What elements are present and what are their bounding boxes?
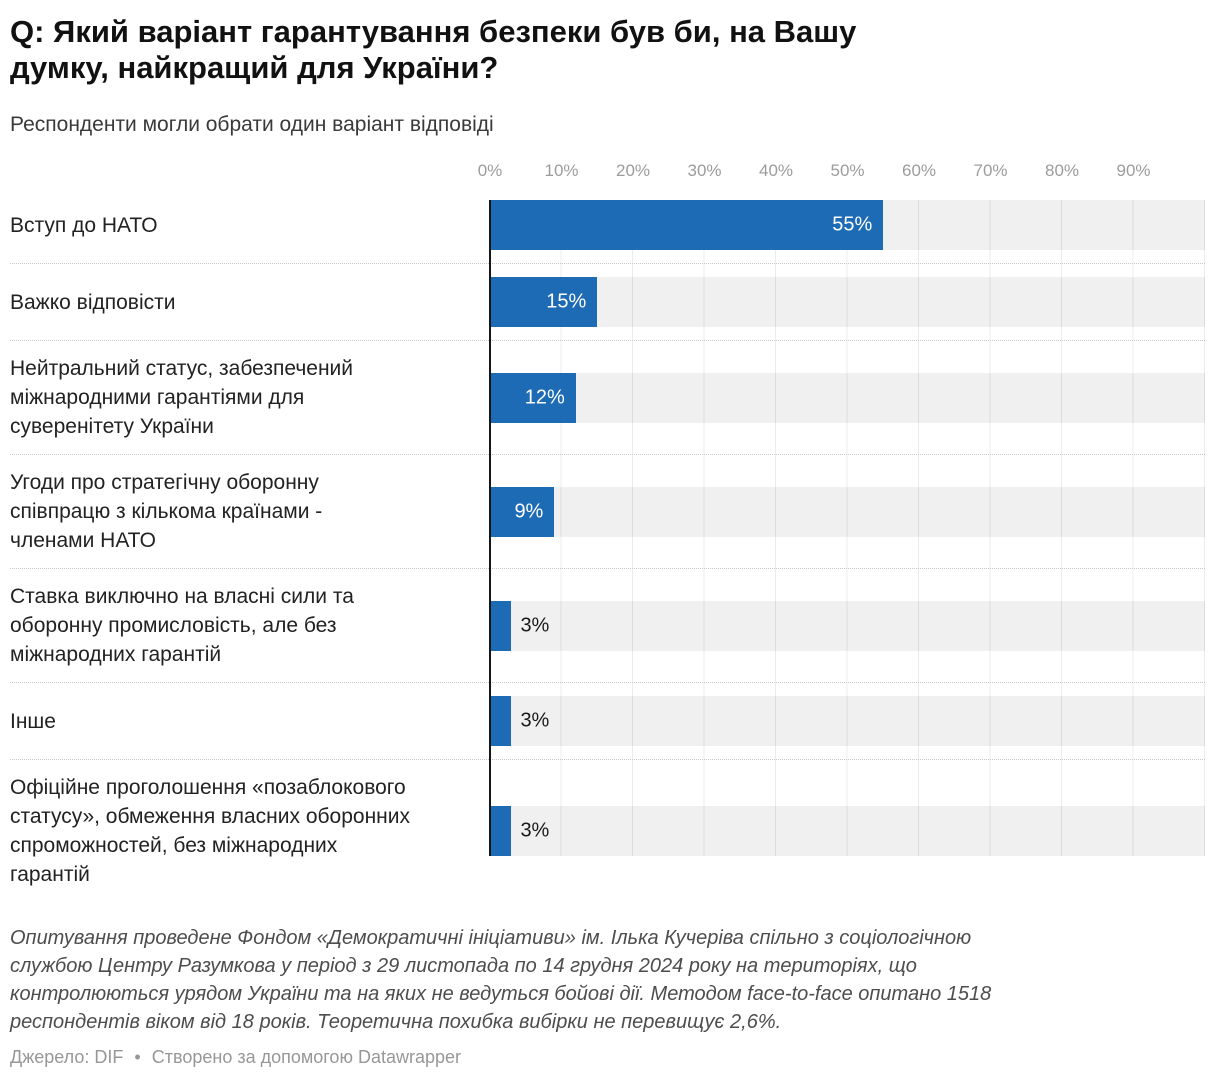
bar-track: 12% (490, 372, 1205, 423)
bar-plot: 12% (490, 372, 1205, 423)
bar-fill: 9% (490, 486, 555, 537)
category-label: Офіційне проголошення «позаблокового ста… (10, 776, 410, 886)
bar-track: 55% (490, 200, 1205, 250)
axis-tick: 90% (1116, 161, 1151, 180)
axis-tick: 50% (830, 161, 865, 180)
bar-plot: 9% (490, 486, 1205, 537)
source-link[interactable]: DIF (94, 1047, 124, 1067)
chart-row: Важко відповісти 15% (10, 264, 1205, 341)
bar-fill: 15% (490, 277, 598, 327)
bar-track: 9% (490, 486, 1205, 537)
axis-baseline (489, 200, 491, 856)
attribution-link[interactable]: Створено за допомогою Datawrapper (151, 1047, 461, 1067)
axis-tick: 60% (901, 161, 937, 180)
x-axis: 0% 10% 20% 30% 40% 50% 60% 70% 80% 90% (478, 161, 1205, 183)
category-label: Ставка виключно на власні сили та оборон… (10, 585, 354, 666)
bar-fill: 3% (490, 696, 549, 746)
bar-fill: 55% (490, 200, 884, 250)
chart-row: Офіційне проголошення «позаблокового ста… (10, 760, 1205, 902)
chart-row: Вступ до НАТО 55% (10, 187, 1205, 264)
bar-value-label: 3% (520, 709, 550, 732)
bar-value-label: 9% (514, 500, 544, 522)
bar-value-label: 55% (832, 213, 873, 236)
category-label: Інше (10, 709, 56, 733)
chart-row: Інше 3% (10, 683, 1205, 760)
chart-row: Ставка виключно на власні сили та оборон… (10, 569, 1205, 683)
category-label: Нейтральний статус, забезпечений міжнаро… (10, 357, 354, 438)
bar-fill: 12% (490, 372, 576, 423)
bar-track: 15% (490, 277, 1205, 327)
bar-plot: 55% (490, 200, 1205, 250)
category-label: Вступ до НАТО (10, 213, 158, 237)
axis-tick: 40% (758, 161, 794, 180)
axis-tick: 20% (615, 161, 651, 180)
axis-tick: 80% (1044, 161, 1080, 180)
axis-tick: 10% (544, 161, 579, 180)
category-label: Угоди про стратегічну оборонну співпрацю… (10, 471, 323, 552)
chart-rows: Вступ до НАТО 55% Важко відповісти 15% Н… (10, 187, 1205, 902)
axis-tick: 70% (973, 161, 1008, 180)
source-line: Джерело: DIF • Створено за допомогою Dat… (10, 1047, 1210, 1068)
bar-track: 3% (490, 600, 1205, 651)
chart-row: Нейтральний статус, забезпечений міжнаро… (10, 341, 1205, 455)
bar-fill: 3% (490, 600, 549, 651)
bar-value-label: 3% (520, 819, 550, 842)
bar-track: 3% (490, 696, 1205, 746)
bar-plot: 15% (490, 277, 1205, 327)
bar-value-label: 12% (524, 386, 565, 408)
axis-tick: 30% (687, 161, 722, 180)
category-label: Важко відповісти (10, 290, 176, 314)
bar-value-label: 3% (520, 614, 550, 636)
chart-subtitle: Респонденти могли обрати один варіант ві… (10, 113, 494, 136)
bar-plot: 3% (490, 600, 1205, 651)
bar-plot: 3% (490, 696, 1205, 746)
bar-value-label: 15% (546, 290, 587, 313)
source-label: Джерело: (10, 1047, 90, 1067)
bullet-separator: • (134, 1047, 141, 1067)
axis-tick: 0% (477, 161, 503, 180)
bar-track: 3% (490, 806, 1205, 856)
footer-notes: Опитування проведене Фондом «Демократичн… (10, 927, 992, 1033)
bar-fill: 3% (490, 806, 549, 856)
bar-plot: 3% (490, 806, 1205, 856)
chart-row: Угоди про стратегічну оборонну співпрацю… (10, 455, 1205, 569)
chart-title: Q: Який варіант гарантування безпеки був… (10, 14, 857, 85)
